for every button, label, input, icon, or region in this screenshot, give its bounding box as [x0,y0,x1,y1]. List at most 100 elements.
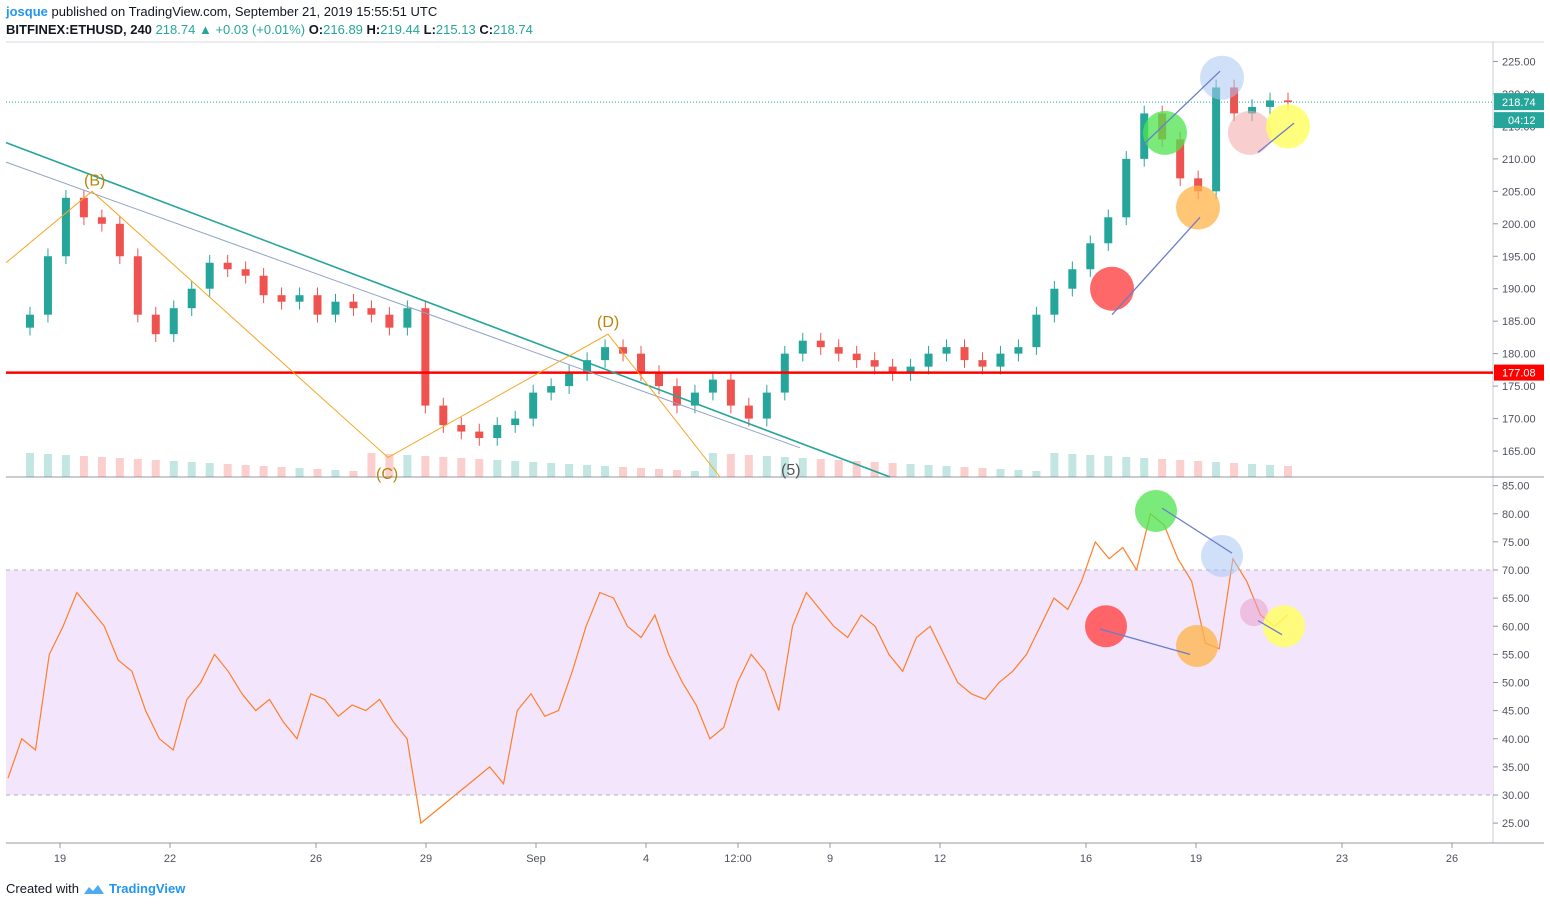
time-tick-label: 22 [164,853,176,865]
candle-body [547,386,556,393]
price-arrow [1141,70,1221,147]
time-tick-label: 4 [643,853,649,865]
ohlc-legend: BITFINEX:ETHUSD, 240 218.74 ▲ +0.03 (+0.… [6,22,533,37]
rsi-pane[interactable]: 85.00 80.00 75.00 70.00 65.00 60.00 55.00 50.00… [6,481,1530,831]
candle-body [313,295,322,315]
price-pane[interactable]: 225.00220.00215.00210.00205.00200.00195.… [5,41,1544,844]
candle-body [97,217,106,224]
candle-body [457,425,466,432]
candle-body [1086,243,1095,270]
price-circle-marker [1266,104,1310,149]
open-value: 216.89 [323,22,363,37]
volume-bar [1122,457,1131,477]
price-circle-marker [1200,55,1244,100]
volume-bar [421,456,430,477]
volume-bar [637,468,646,477]
tradingview-brand[interactable]: TradingView [108,881,186,896]
volume-bar [852,461,861,477]
price-circle-marker [1090,266,1134,311]
wave-label-c: (C) [376,466,398,483]
candle-body [79,197,88,218]
candle-body [565,373,574,387]
publish-text: published on TradingView.com, September … [51,4,438,19]
candle-body [349,301,358,309]
candle-body [169,308,178,335]
volume-bar [726,454,735,477]
volume-bar [1140,458,1149,477]
volume-bar [439,457,448,477]
volume-bar [241,465,250,477]
time-tick-label: 26 [1446,853,1458,865]
volume-bar [672,470,681,477]
volume-bar [205,463,214,477]
volume-bar [798,458,807,477]
candle-body [223,262,232,270]
rsi-arrow [1099,628,1191,656]
volume-bar [924,465,933,477]
candle-body [960,347,969,361]
candle-body [1050,288,1059,315]
time-tick-label: 12 [934,853,946,865]
candle-body [439,405,448,426]
candle-body [367,308,376,315]
volume-bar [1266,465,1275,477]
volume-bar [708,453,717,477]
price-tick-label: 170.00 [1502,414,1536,426]
volume-bar [133,459,142,477]
symbol-label[interactable]: BITFINEX:ETHUSD, 240 [6,22,152,37]
candle-body [25,314,34,328]
rsi-band [6,570,1493,795]
rsi-tick-label: 80.00 [1502,509,1530,521]
low-value: 215.13 [435,22,476,37]
rsi-tick-label: 60.00 [1502,621,1530,633]
time-tick-label: 19 [54,853,66,865]
volume-bar [97,457,106,477]
candle-body [277,295,286,302]
volume-bar [403,455,412,477]
volume-bar [385,454,394,477]
candle-body [996,353,1005,367]
volume-bar [25,453,34,477]
volume-bar [690,471,699,477]
volume-bar [762,456,771,477]
support-label-bg [1494,364,1544,381]
volume-bar [960,467,969,477]
volume-bar [277,467,286,477]
volume-bar [367,453,376,477]
candle-body [583,360,592,374]
close-value: 218.74 [493,22,533,37]
volume-bar [61,455,70,477]
time-tick-label: Sep [526,853,546,865]
volume-bar [1248,464,1257,477]
rsi-axis[interactable]: 85.00 80.00 75.00 70.00 65.00 60.00 55.00 50.00… [1493,481,1530,831]
wave-label-d: (D) [597,314,619,331]
candle-body [690,392,699,406]
candle-body [511,418,520,426]
rsi-circle-marker [1176,624,1218,667]
candle-body [637,353,646,374]
candle-body [529,392,538,419]
time-axis[interactable]: 19 22 26 29 Sep 4 12:00 9 12 16 19 23 26 [54,843,1458,865]
volume-bar [1086,455,1095,477]
price-axis[interactable]: 225.00220.00215.00210.00205.00200.00195.… [1493,56,1536,458]
candle-body [924,353,933,367]
candle-body [870,360,879,367]
candle-body [1176,139,1185,179]
volume-bar [313,469,322,477]
volume-bar [475,459,484,477]
volume-bar [115,458,124,477]
price-tick-label: 210.00 [1502,154,1536,166]
volume-bar [457,458,466,477]
candle-body [708,379,717,393]
time-tick-label: 12:00 [724,853,752,865]
rsi-tick-label: 65.00 [1502,593,1530,605]
close-label: C: [479,22,494,37]
wave-label-b: (B) [84,172,105,189]
rsi-circle-marker [1201,534,1243,577]
created-with-text: Created with [6,881,79,896]
author-name[interactable]: josque [6,4,48,19]
price-arrow [1257,122,1295,153]
price-circle-marker [1143,110,1187,155]
wave-lines [5,190,721,478]
